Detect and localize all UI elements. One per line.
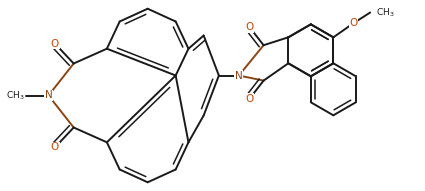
- Text: CH$_3$: CH$_3$: [6, 89, 25, 102]
- Text: O: O: [246, 94, 254, 104]
- Text: O: O: [246, 22, 254, 32]
- Text: O: O: [349, 18, 357, 28]
- Text: O: O: [51, 39, 59, 49]
- Text: N: N: [45, 91, 52, 100]
- Text: N: N: [235, 70, 243, 80]
- Text: N: N: [235, 70, 243, 80]
- Text: CH$_3$: CH$_3$: [376, 6, 395, 19]
- Text: O: O: [51, 142, 59, 152]
